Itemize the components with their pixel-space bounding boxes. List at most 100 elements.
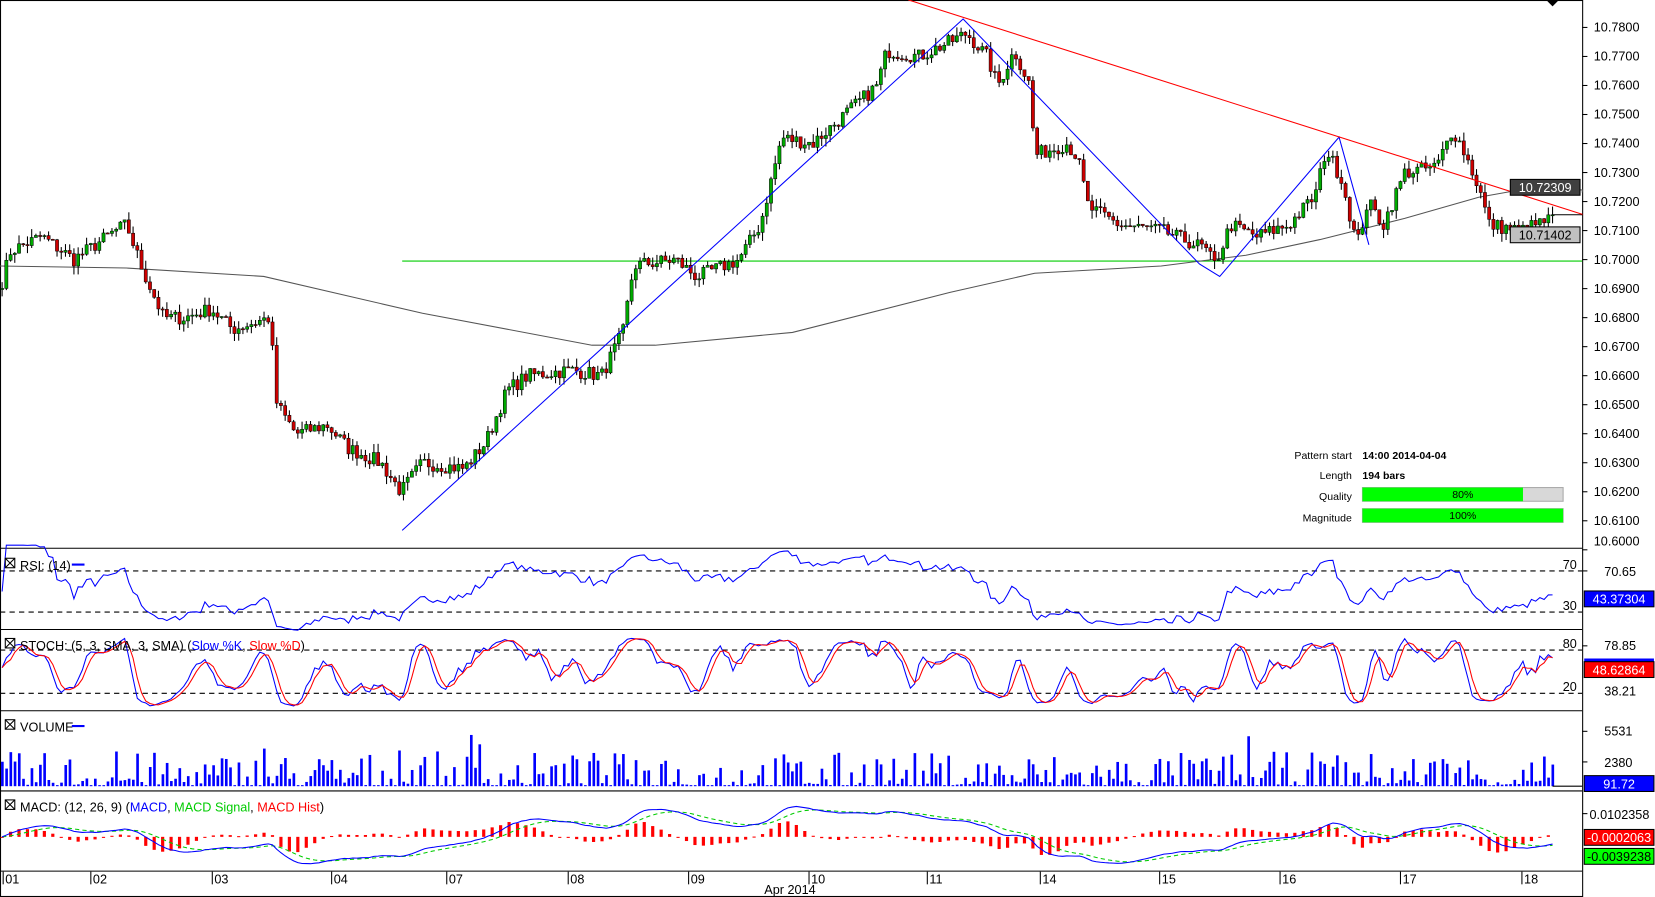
candle-body — [1140, 223, 1145, 226]
candle-body — [135, 245, 140, 251]
volume-bar — [1475, 774, 1479, 787]
volume-bar — [389, 778, 393, 787]
candle — [1457, 136, 1462, 143]
candle-body — [604, 368, 609, 374]
candle-body — [650, 264, 655, 267]
volume-bar — [1412, 759, 1415, 787]
candle — [1407, 160, 1411, 179]
candle-body — [971, 37, 976, 48]
candle-body — [769, 178, 773, 204]
macd-hist-bar — [946, 836, 951, 841]
volume-bar — [955, 784, 959, 787]
candle — [1259, 228, 1263, 243]
candle — [1018, 55, 1023, 75]
candle-body — [181, 320, 186, 325]
volume-bar — [1382, 785, 1386, 787]
candle-body — [460, 463, 465, 469]
candle-body — [367, 460, 372, 465]
volume-bar — [241, 785, 245, 787]
candle — [1115, 215, 1120, 231]
volume-bar — [377, 785, 380, 787]
macd-hist-bar — [380, 833, 384, 837]
close-icon — [4, 557, 16, 569]
candle — [781, 130, 786, 148]
candle-body — [950, 35, 955, 42]
scroll-marker-icon[interactable] — [1546, 0, 1559, 7]
macd-hist-bar — [1090, 836, 1094, 846]
candle — [1309, 193, 1314, 210]
candle-body — [410, 471, 414, 478]
volume-bar — [385, 785, 389, 787]
candle-body — [165, 309, 169, 318]
close-icon — [4, 719, 16, 730]
candle-body — [1204, 243, 1208, 248]
volume-bar — [1171, 775, 1174, 787]
candle-body — [1022, 69, 1027, 77]
macd-hist-bar — [1267, 831, 1272, 837]
macd-hist-bar — [1022, 836, 1027, 844]
candle-body — [1242, 224, 1247, 230]
candle-body — [203, 304, 207, 318]
moving-average-line — [0, 187, 1584, 346]
time-tick-label: 16 — [1282, 872, 1296, 886]
candle — [287, 410, 292, 424]
candle-body — [1314, 189, 1318, 203]
candle — [824, 127, 828, 147]
candle-body — [1504, 224, 1508, 234]
macd-hist-bar — [1039, 836, 1043, 855]
candle — [1385, 206, 1390, 235]
macd-hist-bar — [1403, 831, 1407, 837]
macd-hist-bar — [583, 836, 587, 842]
candle — [148, 276, 152, 294]
time-tick-label: 14 — [1042, 872, 1056, 886]
candle-body — [236, 328, 241, 334]
candle — [346, 432, 351, 459]
candle-body — [1267, 226, 1272, 233]
volume-bar — [5, 768, 8, 787]
candle-body — [342, 434, 347, 439]
magnitude-value: 100% — [1449, 510, 1476, 522]
candle — [426, 453, 431, 476]
candle-body — [186, 315, 190, 322]
candle-body — [874, 84, 879, 87]
macd-hist-bar — [820, 836, 824, 839]
rsi-axis-label: 70.65 — [1604, 565, 1636, 579]
macd-hist-bar — [1529, 836, 1534, 842]
candle-body — [224, 316, 228, 318]
volume-bar — [115, 751, 118, 787]
candle — [241, 326, 245, 335]
volume-bar — [51, 782, 55, 787]
macd-hist-bar — [853, 836, 858, 838]
candle-body — [1453, 137, 1458, 142]
candle — [1500, 216, 1504, 242]
candle-body — [963, 31, 968, 36]
candle-body — [917, 49, 921, 55]
macd-hist-bar — [17, 829, 21, 837]
macd-hist-bar — [237, 836, 241, 838]
candle-body — [693, 272, 697, 281]
candle — [1124, 219, 1128, 230]
candle — [511, 371, 516, 396]
candle — [1398, 180, 1403, 191]
macd-hist-bar — [1115, 836, 1119, 842]
candle-body — [1107, 211, 1111, 217]
candle — [405, 472, 410, 491]
candle-body — [1102, 207, 1107, 213]
price-tick-label: 10.7800 — [1594, 21, 1640, 35]
candle — [300, 421, 304, 439]
candle-body — [549, 376, 554, 379]
volume-bar — [1196, 779, 1200, 787]
candle-body — [680, 258, 685, 268]
macd-hist-bar — [744, 836, 748, 840]
volume-bar — [191, 785, 194, 787]
macd-hist-bar — [1394, 836, 1398, 838]
candle-body — [1402, 168, 1407, 182]
volume-bar — [406, 783, 410, 787]
candle-body — [764, 202, 769, 217]
volume-bar — [575, 759, 579, 787]
volume-bar — [829, 784, 832, 787]
macd-hist-bar — [532, 827, 537, 837]
candle — [342, 431, 347, 440]
candle — [321, 424, 326, 437]
volume-bar — [651, 785, 655, 787]
